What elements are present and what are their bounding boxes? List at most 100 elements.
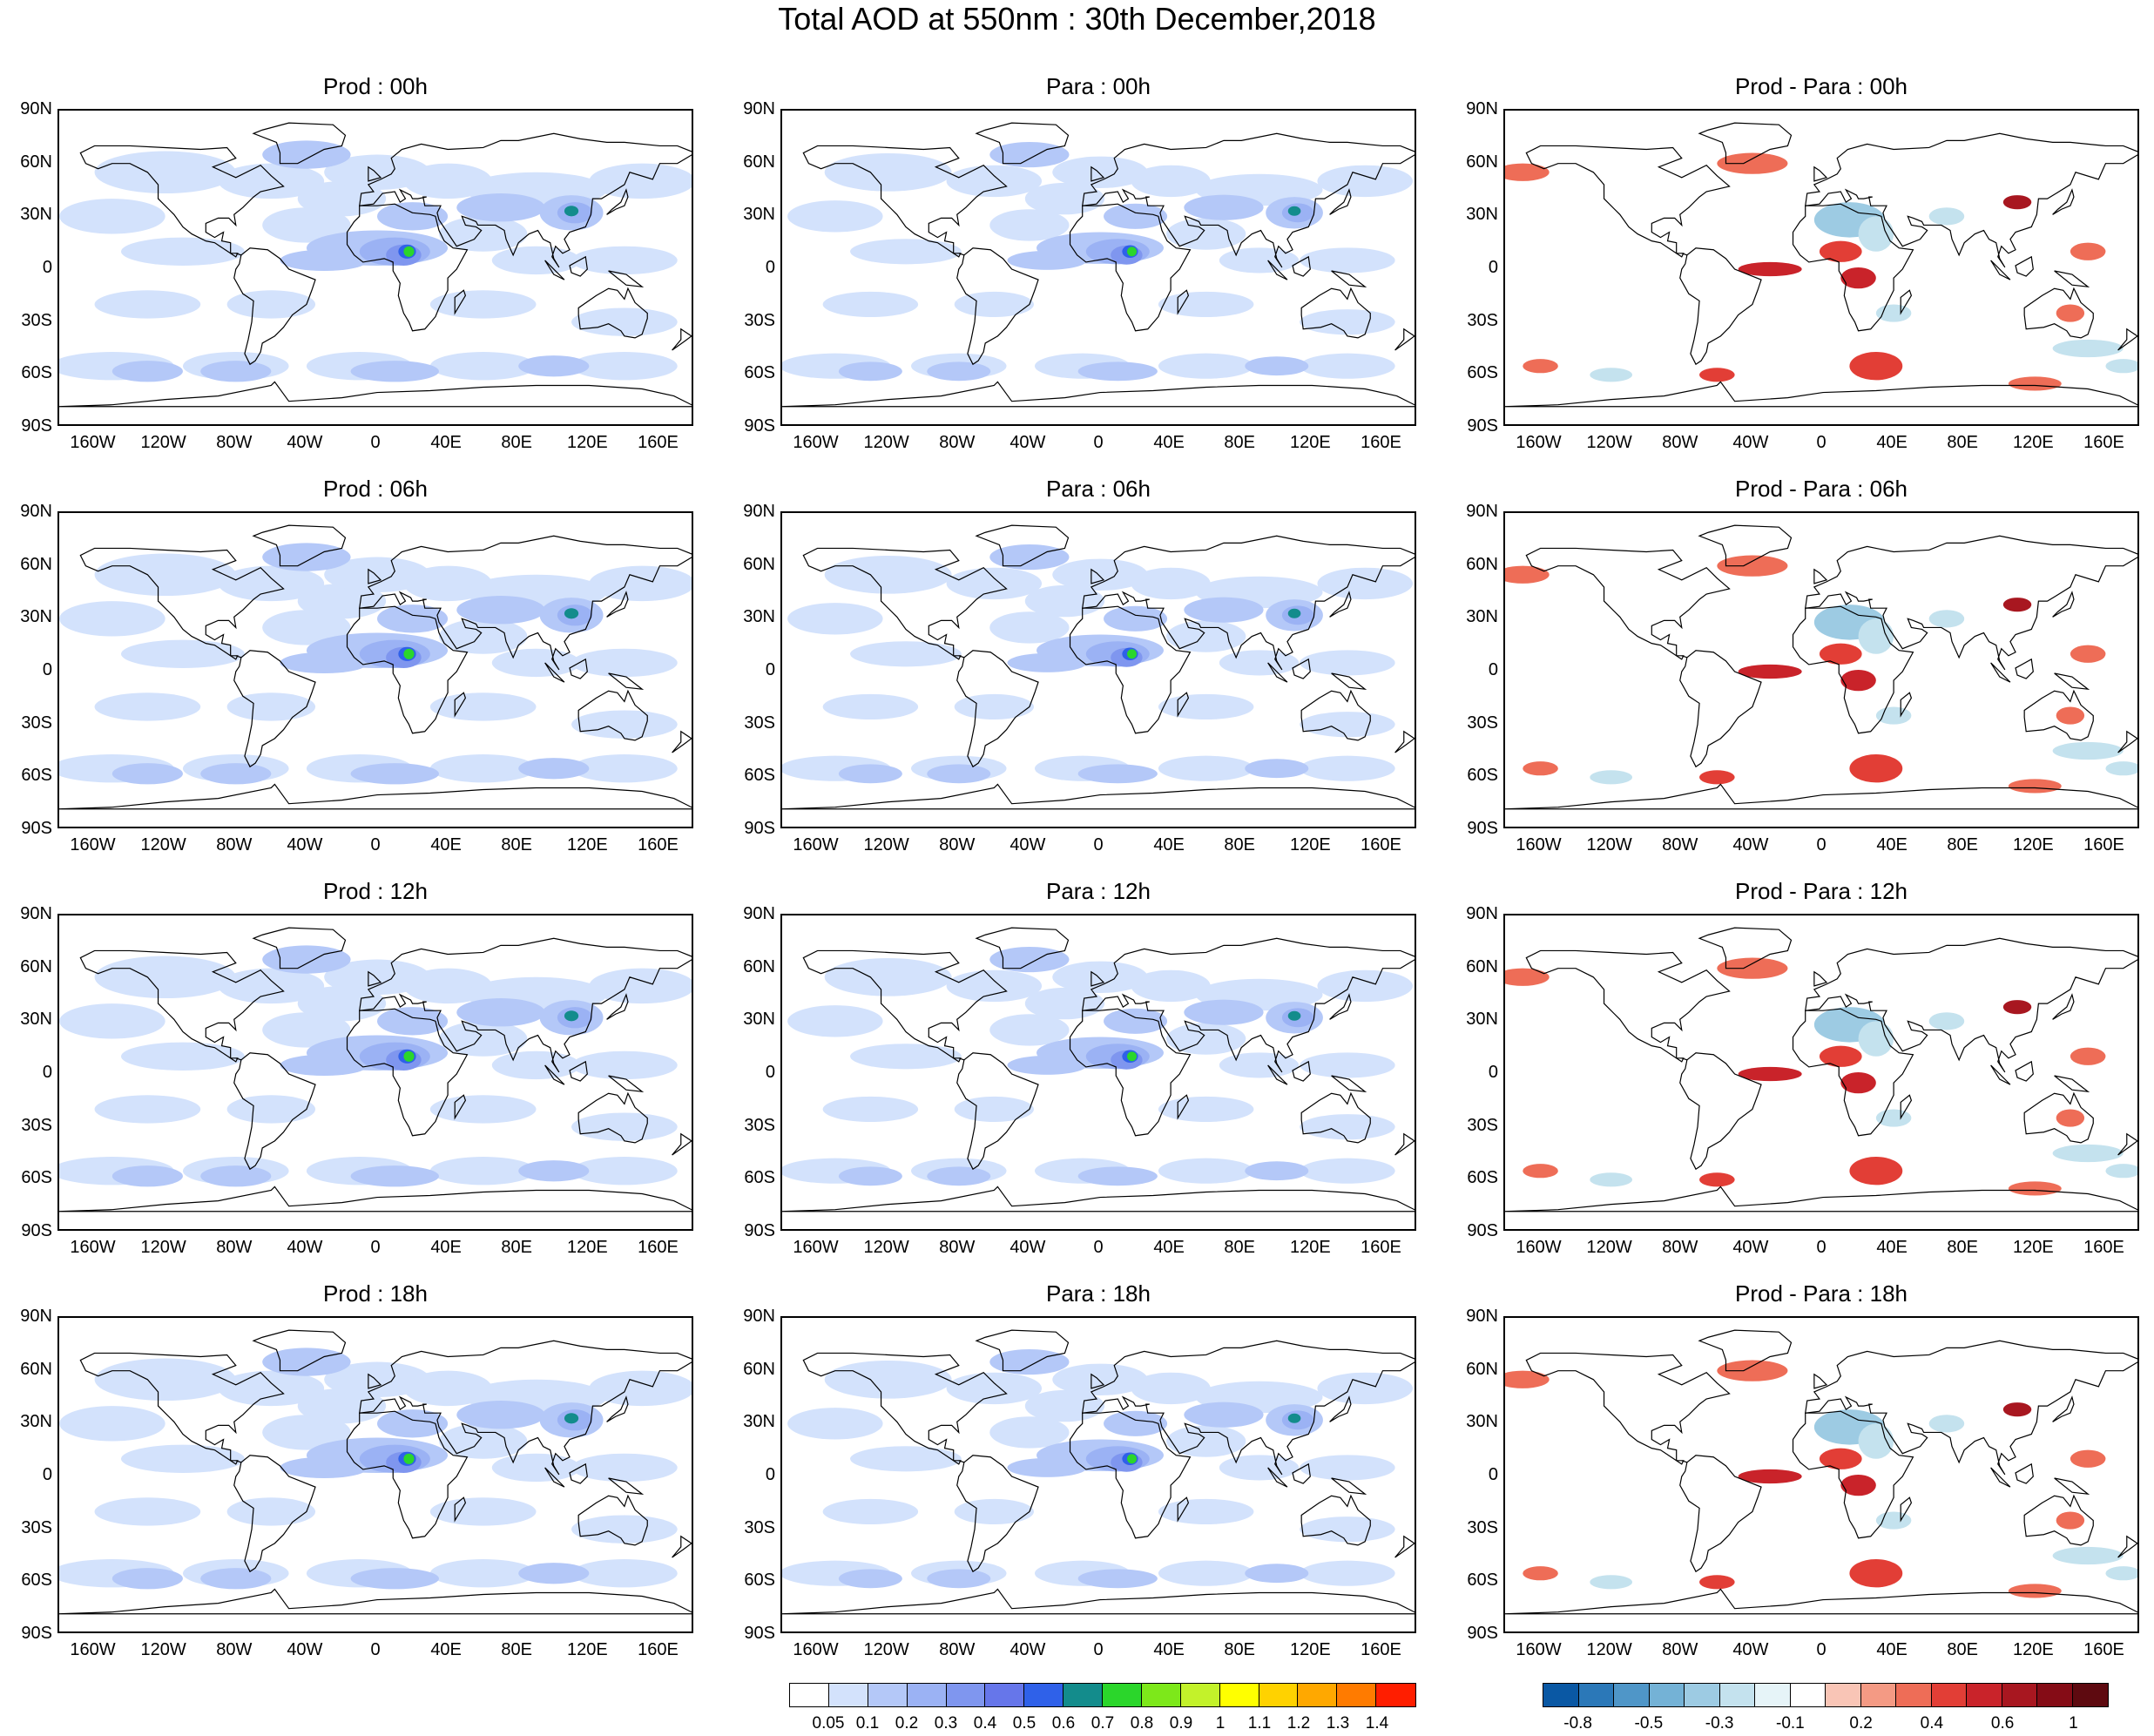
longitude-tick-label: 120E <box>1289 1238 1331 1257</box>
map-canvas <box>1505 122 2137 408</box>
coastline <box>2117 328 2137 351</box>
longitude-tick-label: 120E <box>566 835 608 854</box>
coastline <box>782 381 1415 408</box>
field-blob <box>1158 755 1254 781</box>
colorbar-swatch <box>790 1684 829 1706</box>
colorbar-swatch <box>1219 1684 1259 1706</box>
coastline <box>2015 1462 2034 1484</box>
coastline <box>2054 1075 2090 1093</box>
longitude-tick-label: 160W <box>70 1640 116 1659</box>
map-panel: Prod : 00h 90N 60N 30N 0 30S 60S 90S 160W 120W 80W… <box>20 73 693 452</box>
field-blob <box>1184 597 1264 623</box>
field-blob <box>850 239 962 265</box>
coastline <box>368 1373 382 1389</box>
field-blob <box>1158 693 1254 720</box>
field-blob <box>571 1050 678 1080</box>
coastline <box>1900 289 1913 315</box>
longitude-tick-label: 80E <box>1224 433 1256 452</box>
colorbar-swatch <box>985 1684 1025 1706</box>
field-blob <box>1131 969 1211 1003</box>
coastline <box>1990 1467 2011 1488</box>
field-blob <box>377 202 449 231</box>
coastline <box>1805 132 2137 268</box>
latitude-tick-label: 30S <box>1467 310 1498 330</box>
latitude-tick-label: 30S <box>21 713 52 733</box>
panel-title: Prod : 12h <box>323 878 428 904</box>
field-blob <box>2070 242 2106 260</box>
longitude-tick-label: 0 <box>1816 433 1827 452</box>
longitude-tick-label: 120W <box>863 433 909 452</box>
colorbar-label: -0.5 <box>1634 1714 1664 1733</box>
coastline <box>544 662 565 683</box>
field-blob <box>120 1444 245 1473</box>
map-frame <box>780 511 1416 828</box>
field-blob <box>1849 352 1903 381</box>
latitude-tick-label: 90S <box>744 416 775 436</box>
longitude-tick-label: 160E <box>1361 1640 1401 1659</box>
field-blob <box>946 1372 1043 1405</box>
field-blob <box>438 1021 528 1057</box>
field-blob <box>1104 1008 1168 1034</box>
coastline <box>1177 692 1190 718</box>
field-blob <box>1166 1425 1246 1457</box>
coastline <box>606 993 629 1020</box>
latitude-tick-label: 90S <box>744 1221 775 1240</box>
latitude-tick-label: 90S <box>1467 416 1498 436</box>
longitude-tick-label: 40W <box>1009 1238 1046 1257</box>
coastline <box>252 122 347 165</box>
coastline <box>454 289 467 315</box>
longitude-tick-label: 120E <box>566 1238 608 1257</box>
longitude-tick-label: 160E <box>2083 835 2124 854</box>
field-blob <box>1858 1021 1894 1057</box>
latitude-tick-label: 90N <box>743 904 775 923</box>
field-blob <box>787 200 883 233</box>
colorbar-label: -0.1 <box>1776 1714 1805 1733</box>
longitude-tick-label: 80W <box>939 1640 976 1659</box>
field-blob <box>1127 1051 1137 1062</box>
latitude-tick-label: 30S <box>21 310 52 330</box>
longitude-tick-label: 160E <box>1361 835 1401 854</box>
coastline <box>2023 689 2094 741</box>
colorbar-swatch <box>1826 1684 1861 1706</box>
field-blob <box>571 710 678 739</box>
coastline <box>1082 535 1415 671</box>
coastline <box>1091 568 1105 584</box>
map-frame <box>780 109 1416 426</box>
longitude-tick-label: 0 <box>1816 1640 1827 1659</box>
latitude-tick-label: 30S <box>744 1517 775 1537</box>
latitude-tick-label: 30N <box>20 1412 52 1432</box>
latitude-tick-label: 30S <box>744 310 775 330</box>
field-blob <box>2105 1164 2137 1179</box>
longitude-tick-label: 80W <box>1662 1238 1698 1257</box>
map-canvas <box>782 1329 1415 1615</box>
latitude-tick-label: 60N <box>1466 1359 1498 1379</box>
map-frame <box>1503 511 2139 828</box>
field-blob <box>927 361 991 382</box>
longitude-tick-label: 120W <box>863 1640 909 1659</box>
field-blob <box>350 763 439 785</box>
field-blob <box>571 1112 678 1141</box>
map-panel: Para : 18h 90N 60N 30N 0 30S 60S 90S 160W 120W 80W… <box>743 1280 1416 1659</box>
coastline <box>975 122 1070 165</box>
coastline <box>1177 1094 1190 1120</box>
field-blob <box>262 543 351 571</box>
latitude-tick-label: 90S <box>744 1624 775 1643</box>
latitude-tick-label: 60N <box>20 956 52 976</box>
coastline <box>606 1395 629 1422</box>
coastline <box>1091 970 1105 987</box>
coastline <box>1331 270 1367 288</box>
latitude-tick-label: 90N <box>1466 1307 1498 1326</box>
colorbar-label: 1.1 <box>1247 1714 1272 1733</box>
field-blob <box>1166 218 1246 250</box>
latitude-tick-label: 60S <box>21 1571 52 1591</box>
field-blob <box>571 1559 678 1588</box>
field-blob <box>1104 605 1168 632</box>
field-blob <box>377 1007 449 1036</box>
panel-title: Prod - Para : 12h <box>1735 878 1908 904</box>
field-blob <box>324 959 430 995</box>
field-blob <box>1245 1564 1309 1584</box>
field-blob <box>94 956 236 999</box>
field-blob <box>1300 712 1395 738</box>
latitude-tick-label: 90N <box>1466 904 1498 923</box>
map-panel: Prod : 12h 90N 60N 30N 0 30S 60S 90S 160W 120W 80W… <box>20 878 693 1257</box>
